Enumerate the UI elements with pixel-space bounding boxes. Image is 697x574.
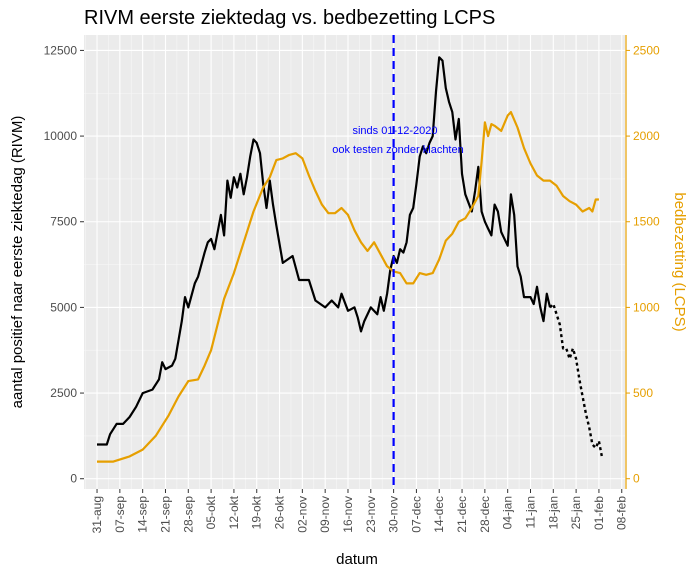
chart-title: RIVM eerste ziektedag vs. bedbezetting L… [84, 7, 495, 29]
x-tick-label: 21-sep [158, 496, 172, 533]
x-tick-label: 14-sep [136, 496, 150, 533]
x-tick-label: 01-feb [592, 496, 606, 530]
x-tick-label: 28-sep [181, 496, 195, 533]
x-tick-label: 30-nov [387, 496, 401, 533]
grid-minor [84, 35, 625, 489]
right-axis: 0 500 1000 1500 2000 2500 [625, 35, 660, 489]
series-line-1 [549, 302, 604, 459]
left-axis: 0 2500 5000 7500 10000 12500 [44, 43, 84, 486]
x-tick-label: 09-nov [318, 496, 332, 533]
x-tick-label: 04-jan [501, 496, 515, 529]
y-axis-right-label: bedbezetting (LCPS) [671, 192, 688, 331]
y-right-tick-label: 500 [633, 386, 653, 400]
x-tick-label: 11-jan [523, 496, 537, 528]
y-right-tick-label: 0 [633, 472, 640, 486]
y-right-tick-label: 2500 [633, 43, 660, 57]
y-right-tick-label: 1000 [633, 300, 660, 314]
x-tick-label: 23-nov [364, 496, 378, 533]
series-line-0 [97, 56, 552, 446]
x-tick-label: 14-dec [432, 496, 446, 533]
x-tick-label: 26-okt [273, 495, 287, 529]
x-axis-label: datum [336, 551, 378, 568]
grid-major [84, 35, 625, 489]
x-tick-label: 02-nov [295, 496, 309, 533]
y-left-tick-label: 2500 [50, 386, 77, 400]
x-tick-label: 16-nov [341, 496, 355, 533]
x-tick-label: 05-okt [204, 495, 218, 529]
x-tick-label: 25-jan [569, 496, 583, 529]
annotation-line-1: sinds 01-12-2020 [352, 125, 437, 137]
y-right-tick-label: 2000 [633, 129, 660, 143]
y-left-tick-label: 10000 [44, 129, 78, 143]
x-tick-label: 07-dec [409, 496, 423, 533]
y-left-tick-label: 0 [70, 472, 77, 486]
plot-panel [84, 35, 625, 489]
y-left-tick-label: 12500 [44, 43, 78, 57]
x-tick-label: 07-sep [113, 496, 127, 533]
x-tick-label: 31-aug [90, 496, 104, 533]
x-tick-label: 28-dec [478, 496, 492, 533]
x-tick-label: 19-okt [250, 495, 264, 529]
y-right-tick-label: 1500 [633, 215, 660, 229]
x-axis: 31-aug 07-sep 14-sep 21-sep 28-sep 05-okt 12-o… [90, 489, 629, 533]
annotation-line-2: ook testen zonder klachten [332, 144, 463, 156]
x-tick-label: 21-dec [455, 496, 469, 533]
x-tick-label: 18-jan [546, 496, 560, 529]
y-left-tick-label: 5000 [50, 300, 77, 314]
x-tick-label: 12-okt [227, 495, 241, 529]
y-left-tick-label: 7500 [50, 215, 77, 229]
x-tick-label: 08-feb [615, 496, 629, 530]
y-axis-left-label: aantal positief naar eerste ziektedag (R… [9, 116, 26, 409]
